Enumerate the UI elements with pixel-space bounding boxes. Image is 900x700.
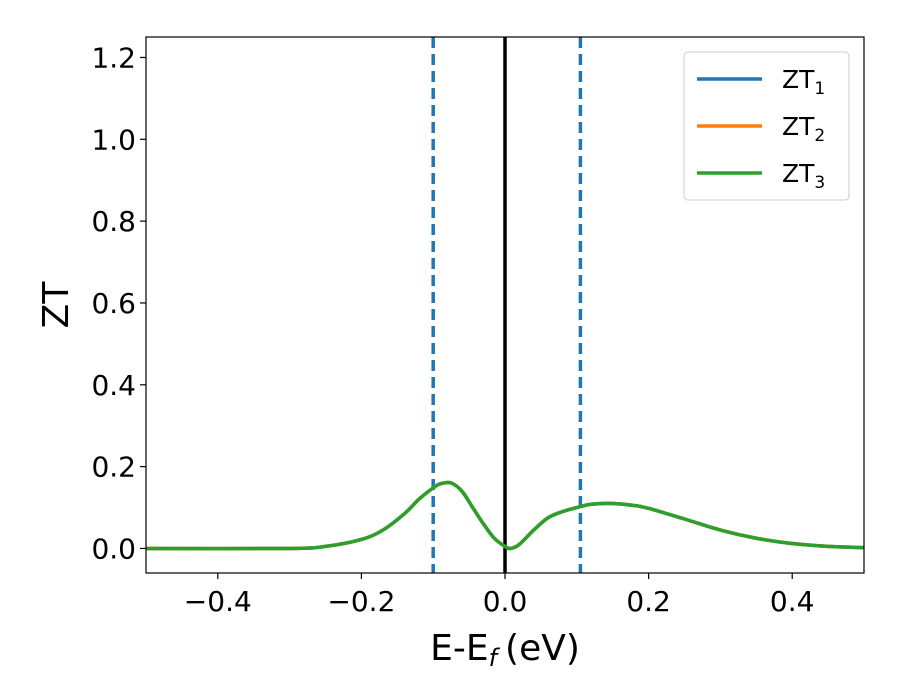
y-tick-label: 0.2	[91, 451, 136, 484]
legend-label-zt3: ZT3	[782, 159, 825, 193]
x-axis-title-main: E-E	[430, 628, 488, 669]
y-tick-label: 0.8	[91, 205, 136, 238]
x-axis-title-unit: (eV)	[505, 628, 580, 669]
x-tick-label: −0.2	[327, 585, 395, 618]
plot-area	[145, 37, 865, 573]
x-tick-label: 0.4	[770, 585, 815, 618]
x-tick-label: 0.0	[483, 585, 528, 618]
axis-ticks: −0.4 −0.2 0.0 0.2 0.4 0.0 0.2 0.4 0.6 0.8 1.0 1.2	[91, 41, 814, 618]
y-tick-label: 1.2	[91, 41, 136, 74]
legend-entries: ZT1 ZT2 ZT3	[697, 65, 825, 193]
series-line-zt3	[145, 480, 865, 551]
legend-label-zt1: ZT1	[782, 65, 825, 99]
x-axis-title-subscript: f	[489, 644, 501, 672]
x-tick-label: −0.4	[184, 585, 252, 618]
x-axis-title: E-Ef (eV)	[430, 628, 580, 672]
x-tick-label: 0.2	[626, 585, 671, 618]
legend: ZT1 ZT2 ZT3	[683, 51, 850, 201]
y-axis-title: ZT	[36, 281, 77, 329]
y-tick-label: 0.6	[91, 287, 136, 320]
y-tick-label: 0.4	[91, 369, 136, 402]
legend-label-zt2: ZT2	[782, 112, 825, 146]
y-tick-label: 1.0	[91, 123, 136, 156]
legend-box	[683, 51, 850, 201]
y-tick-label: 0.0	[91, 532, 136, 565]
